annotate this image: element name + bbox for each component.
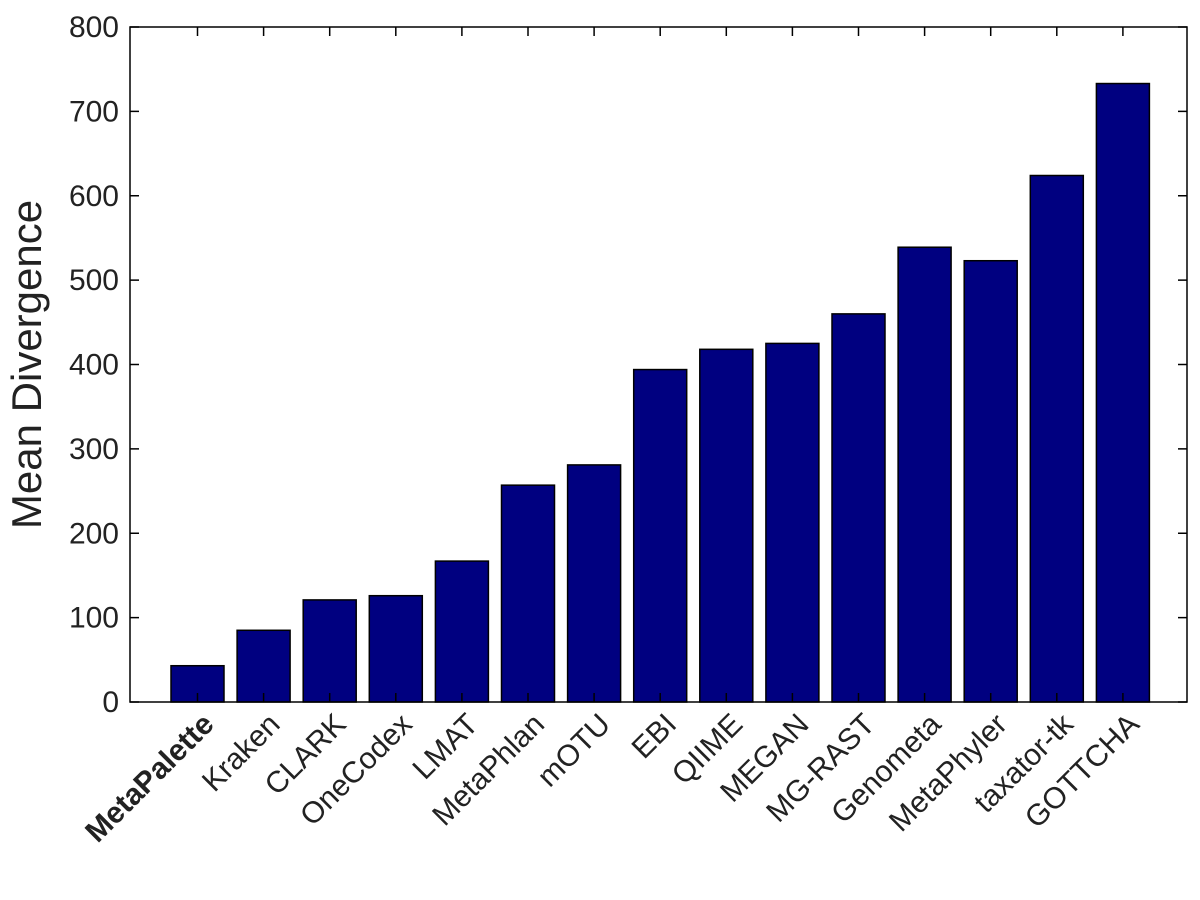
y-tick-label: 600 [69, 180, 119, 213]
bar-megan [765, 342, 820, 703]
y-tick-label: 0 [102, 686, 119, 719]
x-tick-label: mOTU [531, 708, 617, 794]
bar-kraken [236, 629, 291, 703]
bar-taxator-tk [1029, 174, 1085, 703]
y-tick-label: 400 [69, 349, 119, 382]
bar-gottcha [1095, 82, 1151, 703]
y-axis-ticks: 0 100 200 300 400 500 600 700 800 [69, 11, 1187, 719]
bar-qiime [699, 348, 754, 703]
bar-metaphlan [500, 484, 556, 703]
y-tick-label: 800 [69, 11, 119, 44]
y-tick-label: 300 [69, 433, 119, 466]
bar-genometa [897, 246, 952, 703]
bar-lmat [434, 560, 490, 703]
bar-mg-rast [831, 313, 886, 703]
y-tick-label: 500 [69, 264, 119, 297]
y-axis-label: Mean Divergence [3, 200, 50, 529]
x-tick-label: EBI [626, 708, 684, 766]
bar-metaphyler [963, 259, 1018, 703]
bar-motu [566, 464, 622, 703]
y-tick-label: 100 [69, 602, 119, 635]
y-tick-label: 200 [69, 517, 119, 550]
y-tick-label: 700 [69, 95, 119, 128]
bar-clark [302, 599, 357, 703]
bar-onecodex [368, 594, 424, 703]
bars-group [170, 82, 1151, 703]
bar-ebi [632, 368, 688, 703]
